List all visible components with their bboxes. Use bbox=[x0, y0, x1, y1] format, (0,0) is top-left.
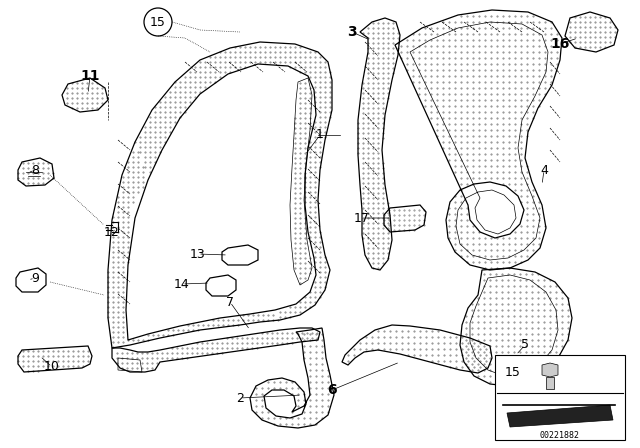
Text: 7: 7 bbox=[226, 296, 234, 309]
Text: 6: 6 bbox=[327, 383, 337, 397]
Text: 00221882: 00221882 bbox=[540, 431, 580, 439]
Text: 14: 14 bbox=[174, 277, 190, 290]
Text: 1: 1 bbox=[316, 129, 324, 142]
Text: 10: 10 bbox=[44, 361, 60, 374]
Text: 5: 5 bbox=[521, 339, 529, 352]
Text: 17: 17 bbox=[354, 211, 370, 224]
Text: 3: 3 bbox=[347, 25, 357, 39]
Text: 2: 2 bbox=[236, 392, 244, 405]
Text: 15: 15 bbox=[150, 16, 166, 29]
Text: 16: 16 bbox=[550, 37, 570, 51]
Text: 9: 9 bbox=[31, 271, 39, 284]
Text: 15: 15 bbox=[505, 366, 521, 379]
Text: 11: 11 bbox=[80, 69, 100, 83]
Text: 8: 8 bbox=[31, 164, 39, 177]
Polygon shape bbox=[507, 405, 613, 427]
Text: 13: 13 bbox=[190, 247, 206, 260]
Text: 4: 4 bbox=[540, 164, 548, 177]
Bar bbox=[546, 377, 554, 389]
Text: 12: 12 bbox=[104, 227, 120, 240]
Bar bbox=[495, 355, 625, 440]
Polygon shape bbox=[542, 363, 558, 377]
